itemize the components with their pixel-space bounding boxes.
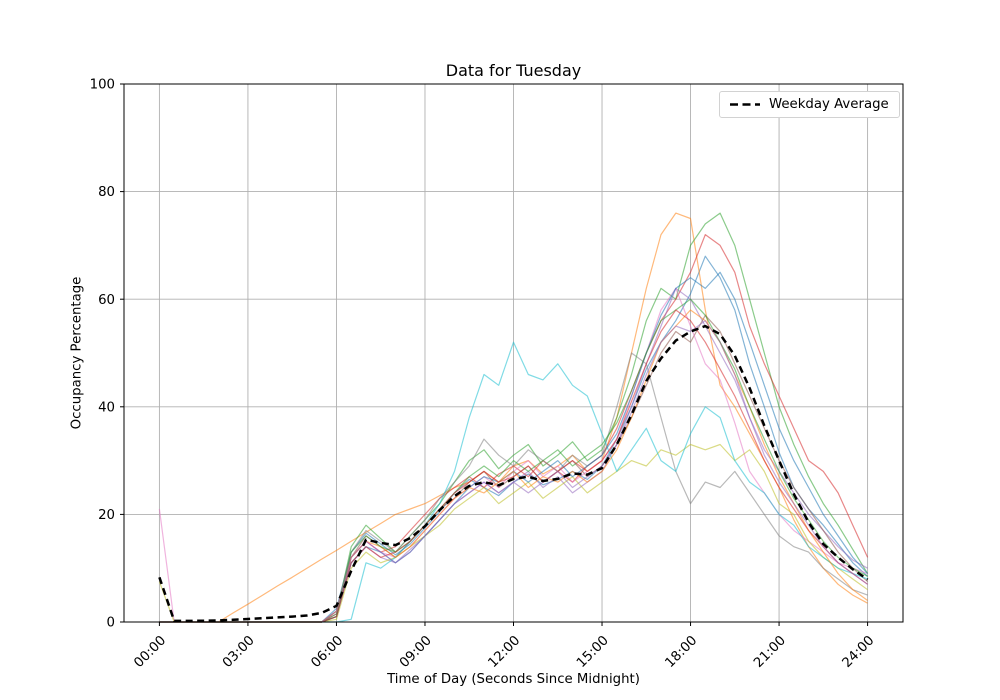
chart-title: Data for Tuesday bbox=[445, 61, 582, 80]
legend: Weekday Average bbox=[719, 91, 900, 118]
x-tick-label: 18:00 bbox=[663, 633, 701, 671]
x-tick-label: 03:00 bbox=[220, 633, 258, 671]
dashed-line-icon bbox=[730, 103, 760, 106]
legend-label: Weekday Average bbox=[769, 97, 889, 112]
x-axis-label: Time of Day (Seconds Since Midnight) bbox=[387, 672, 640, 687]
y-tick-label: 100 bbox=[90, 78, 115, 93]
x-tick-label: 12:00 bbox=[486, 633, 524, 671]
y-tick-label: 20 bbox=[98, 508, 115, 523]
x-tick-label: 21:00 bbox=[751, 633, 789, 671]
average-line bbox=[158, 324, 869, 623]
x-tick-label: 06:00 bbox=[309, 633, 347, 671]
y-tick-label: 40 bbox=[98, 400, 115, 415]
y-tick-label: 0 bbox=[107, 616, 115, 631]
y-tick-label: 60 bbox=[98, 293, 115, 308]
x-tick-label: 15:00 bbox=[574, 633, 612, 671]
y-tick-label: 80 bbox=[98, 185, 115, 200]
x-tick-label: 09:00 bbox=[397, 633, 435, 671]
y-axis-label: Occupancy Percentage bbox=[69, 276, 85, 430]
x-tick-label: 00:00 bbox=[132, 633, 170, 671]
x-tick-label: 24:00 bbox=[840, 633, 878, 671]
